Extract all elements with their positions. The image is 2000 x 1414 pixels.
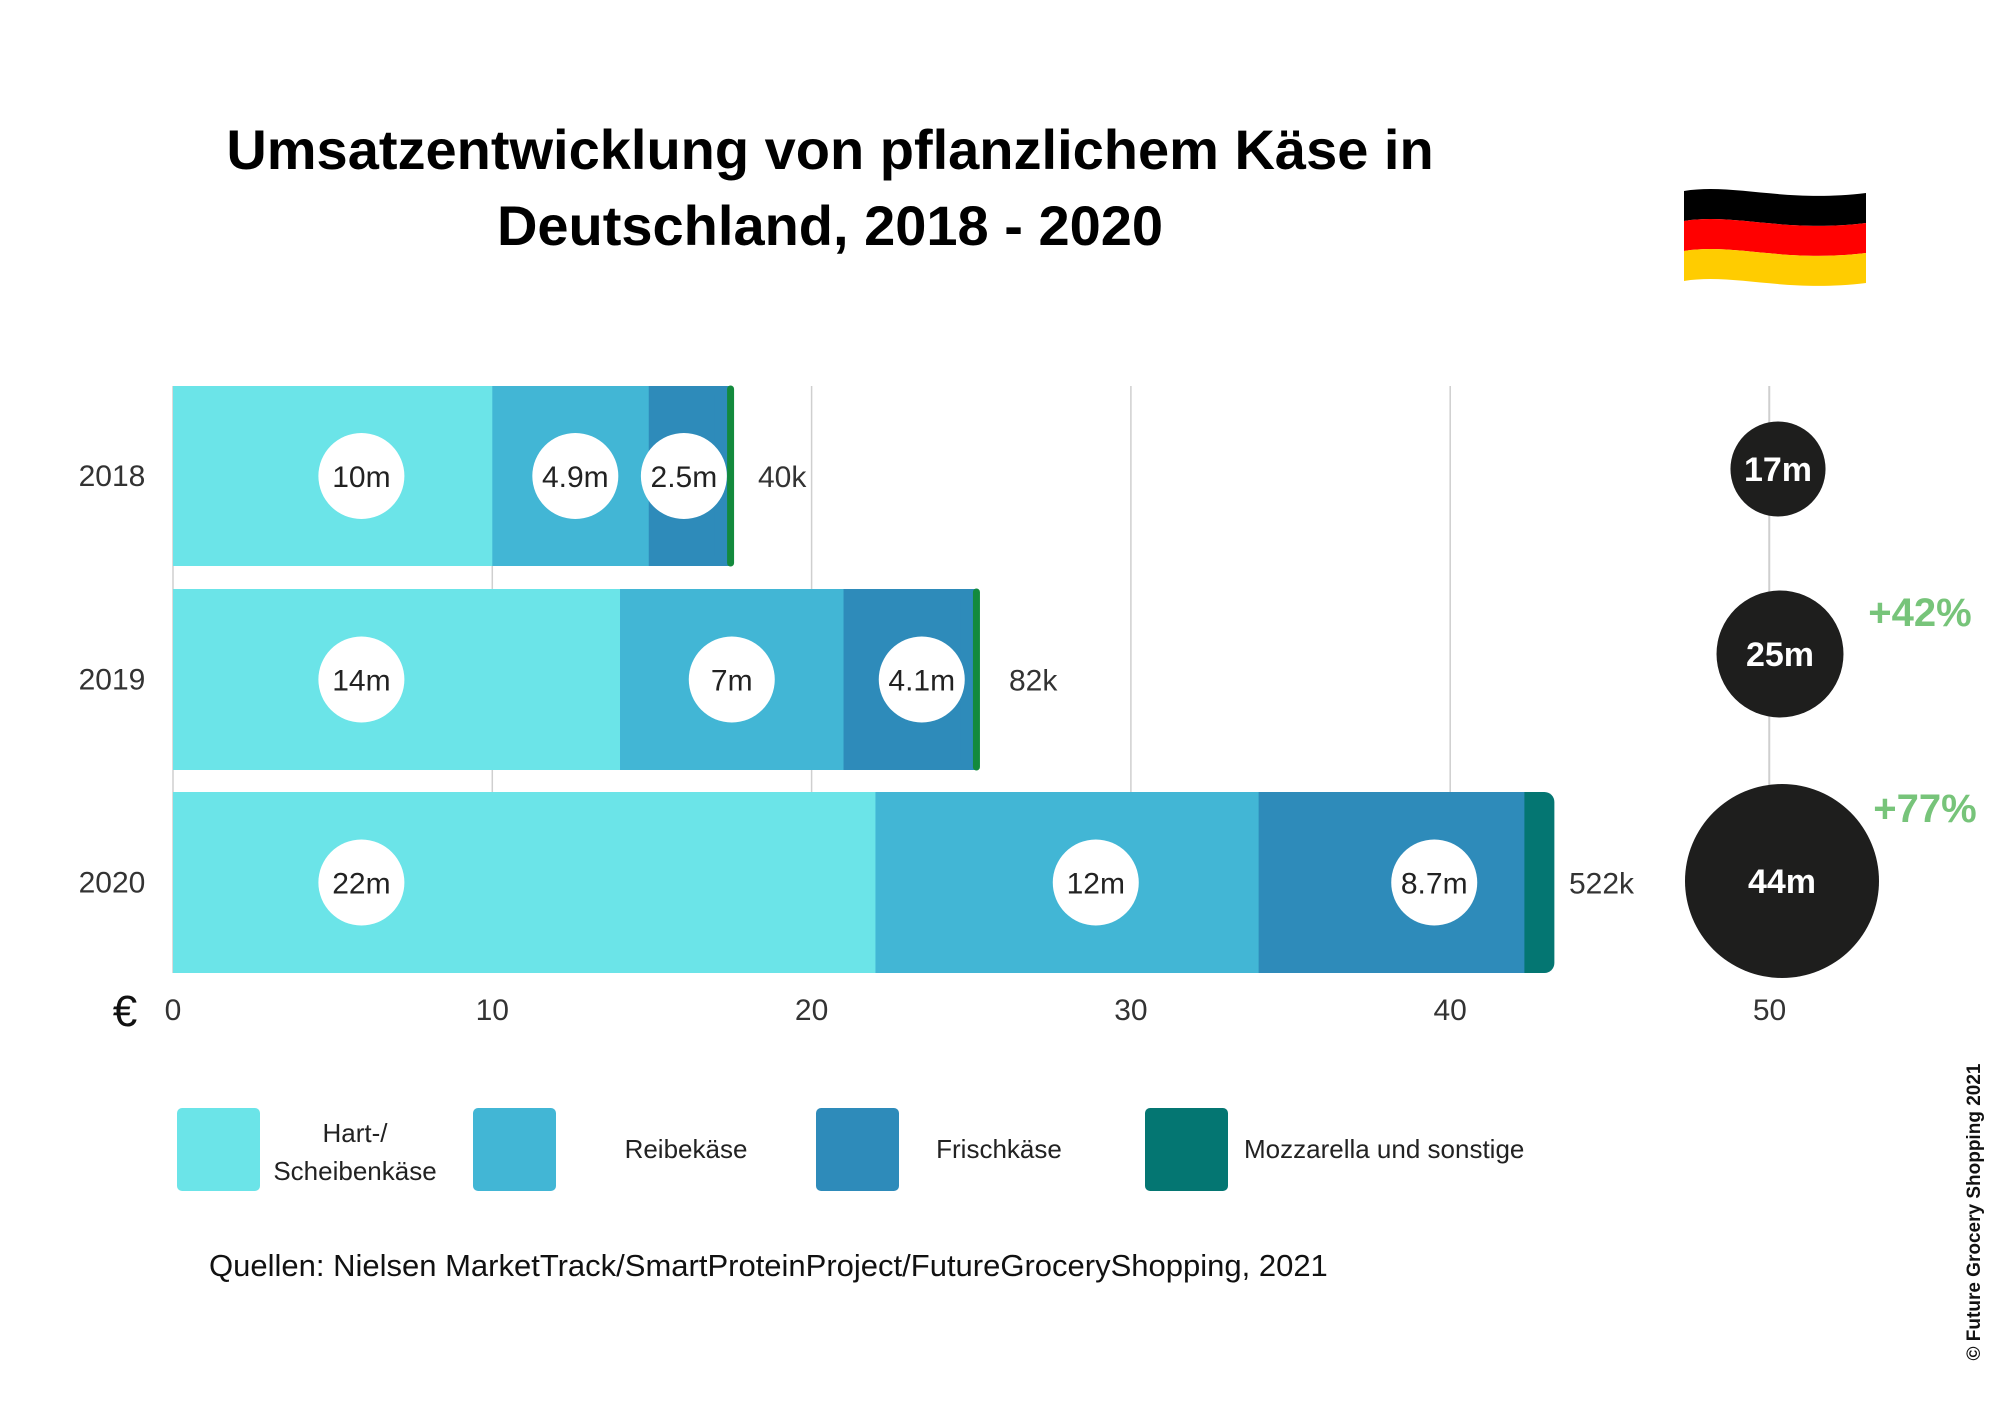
bar-segment-fill [1524,792,1537,973]
x-tick-label: 0 [165,994,182,1027]
legend-swatch-hart-scheibenkaese [177,1108,260,1191]
legend-swatch-reibekaese [473,1108,556,1191]
value-label: 14m [332,665,390,698]
mozzarella-value-label: 82k [1009,665,1058,698]
legend-label-line: Hart-/ [322,1118,388,1148]
total-bubble [1685,784,1879,978]
stacked-bar-chart: 0 10 20 30 40 €2018 10m 4.9m 2.5m 40k 2019 14m 7m 4.1… [79,385,1977,1036]
value-bubble [1391,839,1478,926]
value-bubble [532,433,619,519]
legend-swatch-frischkaese [816,1108,899,1191]
value-label: 7m [711,665,753,698]
mozzarella-value-label: 522k [1569,868,1635,901]
value-bubble [688,636,775,723]
category-label: 2018 [79,460,146,493]
x-tick-label: 20 [795,994,828,1027]
value-label: 2.5m [651,461,718,494]
value-bubble [878,636,965,723]
total-label: 17m [1744,451,1812,489]
x-tick-label: 10 [476,994,509,1027]
legend-label-reibekaese: Reibekäse [624,1134,748,1164]
category-label: 2020 [79,867,146,900]
value-label: 12m [1067,868,1125,901]
category-label: 2019 [79,664,146,697]
legend-label-line: Scheibenkäse [273,1156,437,1186]
value-bubble [640,433,727,519]
chart-title: Umsatzentwicklung von pflanzlichem Käse … [0,112,1660,264]
x-tick-label: 40 [1434,994,1467,1027]
value-bubble [318,636,405,723]
bar-cap [960,589,975,770]
germany-flag-icon [1684,189,1866,286]
source-note: Quellen: Nielsen MarketTrack/SmartProtei… [209,1248,1328,1283]
x-tick-label: 50 [1753,994,1786,1027]
currency-label: € [113,987,137,1036]
value-bubble [318,839,405,926]
total-bubble [1716,590,1844,718]
value-label: 8.7m [1401,868,1468,901]
legend-label-hart-scheibenkaese: Hart-/ Scheibenkäse [255,1114,455,1190]
value-bubble [318,433,405,519]
legend-label-mozzarella: Mozzarella und sonstige [1244,1134,1525,1164]
bar-segment-2020-0 [173,792,877,973]
chart-title-line-1: Umsatzentwicklung von pflanzlichem Käse … [226,118,1434,181]
value-label: 4.9m [542,461,609,494]
legend-swatch-mozzarella [1145,1108,1228,1191]
total-bubble [1730,421,1826,517]
value-label: 10m [332,461,390,494]
growth-label: +77% [1873,787,1976,831]
value-label: 4.1m [888,665,955,698]
growth-label: +42% [1868,591,1971,635]
chart-title-line-2: Deutschland, 2018 - 2020 [496,194,1164,257]
x-tick-label: 30 [1114,994,1147,1027]
value-bubble [1052,839,1139,926]
value-label: 22m [332,868,390,901]
legend-label-frischkaese: Frischkäse [936,1134,1062,1164]
copyright-note: © Future Grocery Shopping 2021 [1964,1063,1985,1361]
mozzarella-value-label: 40k [758,461,807,494]
total-label: 44m [1748,863,1816,901]
total-label: 25m [1746,636,1814,674]
